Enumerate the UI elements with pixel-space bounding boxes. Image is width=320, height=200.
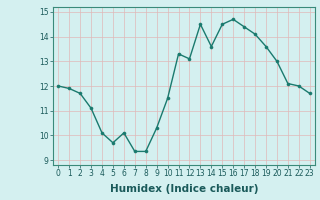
X-axis label: Humidex (Indice chaleur): Humidex (Indice chaleur) [110,184,258,194]
